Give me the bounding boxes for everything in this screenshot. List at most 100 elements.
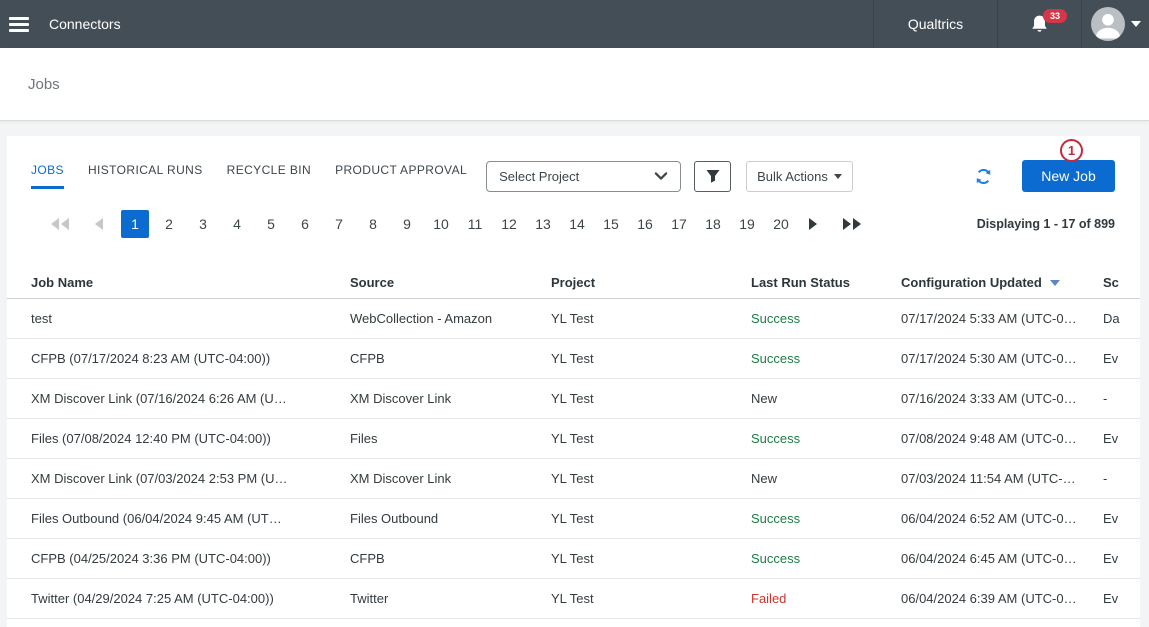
job-name: test [31,311,312,326]
page-number-3[interactable]: 3 [189,210,217,238]
table-body: test WebCollection - Amazon YL Test Succ… [7,299,1140,619]
caret-down-icon [834,174,842,179]
first-page-button[interactable] [43,218,77,230]
page-number-11[interactable]: 11 [461,210,489,238]
col-schedule[interactable]: Sc [1103,275,1140,290]
account-menu[interactable] [1081,0,1149,48]
col-job-name[interactable]: Job Name [31,275,312,290]
job-name: Files Outbound (06/04/2024 9:45 AM (UT… [31,511,312,526]
job-schedule: Ev [1103,351,1140,366]
pagination-summary: Displaying 1 - 17 of 899 [977,217,1115,231]
annotation-step-1: 1 [1060,139,1083,162]
job-project: YL Test [551,591,751,606]
table-row[interactable]: CFPB (04/25/2024 3:36 PM (UTC-04:00)) CF… [7,539,1140,579]
job-updated: 07/17/2024 5:33 AM (UTC-0… [901,311,1103,326]
chevron-down-icon [654,170,668,182]
page-number-15[interactable]: 15 [597,210,625,238]
table-row[interactable]: Files (07/08/2024 12:40 PM (UTC-04:00)) … [7,419,1140,459]
page-number-20[interactable]: 20 [767,210,795,238]
page-number-7[interactable]: 7 [325,210,353,238]
col-last-run-status[interactable]: Last Run Status [751,275,901,290]
job-status: Success [751,431,901,446]
job-schedule: Ev [1103,511,1140,526]
bulk-actions-button[interactable]: Bulk Actions [746,161,853,192]
page-number-8[interactable]: 8 [359,210,387,238]
refresh-icon [975,168,992,185]
tab-bar: JOBS HISTORICAL RUNS RECYCLE BIN PRODUCT… [31,163,467,189]
job-source: XM Discover Link [350,471,551,486]
table-row[interactable]: XM Discover Link (07/03/2024 2:53 PM (U…… [7,459,1140,499]
jobs-table: Job Name Source Project Last Run Status … [7,266,1140,619]
page-number-9[interactable]: 9 [393,210,421,238]
job-source: Files [350,431,551,446]
job-name: XM Discover Link (07/03/2024 2:53 PM (U… [31,471,312,486]
table-row[interactable]: Files Outbound (06/04/2024 9:45 AM (UT… … [7,499,1140,539]
page-list: 1234567891011121314151617181920 [121,210,801,238]
job-project: YL Test [551,511,751,526]
project-select[interactable]: Select Project [486,161,681,192]
job-schedule: Da [1103,311,1140,326]
table-row[interactable]: CFPB (07/17/2024 8:23 AM (UTC-04:00)) CF… [7,339,1140,379]
page-number-5[interactable]: 5 [257,210,285,238]
job-status: Success [751,351,901,366]
job-project: YL Test [551,431,751,446]
col-configuration-updated[interactable]: Configuration Updated [901,275,1103,290]
job-source: Twitter [350,591,551,606]
toolbar: JOBS HISTORICAL RUNS RECYCLE BIN PRODUCT… [7,136,1140,192]
job-updated: 07/17/2024 5:30 AM (UTC-0… [901,351,1103,366]
funnel-icon [705,168,721,184]
job-updated: 06/04/2024 6:39 AM (UTC-0… [901,591,1103,606]
job-schedule: Ev [1103,431,1140,446]
tab-product-approval[interactable]: PRODUCT APPROVAL [335,163,467,189]
page-number-18[interactable]: 18 [699,210,727,238]
brand-menu[interactable]: Qualtrics [873,0,997,48]
person-icon [1091,7,1125,41]
col-project[interactable]: Project [551,275,751,290]
job-updated: 07/16/2024 3:33 AM (UTC-0… [901,391,1103,406]
previous-page-button[interactable] [87,218,111,230]
notifications-button[interactable]: 33 [997,0,1081,48]
tab-jobs[interactable]: JOBS [31,163,64,189]
project-select-value: Select Project [499,169,579,184]
new-job-button[interactable]: New Job 1 [1022,160,1115,192]
job-source: XM Discover Link [350,391,551,406]
table-row[interactable]: Twitter (04/29/2024 7:25 AM (UTC-04:00))… [7,579,1140,619]
job-status: Success [751,551,901,566]
page-number-14[interactable]: 14 [563,210,591,238]
job-status: Success [751,311,901,326]
hamburger-menu-icon[interactable] [9,17,29,20]
page-number-12[interactable]: 12 [495,210,523,238]
new-job-label: New Job [1041,168,1095,184]
chevron-down-icon [1131,21,1141,27]
jobs-panel: JOBS HISTORICAL RUNS RECYCLE BIN PRODUCT… [7,136,1140,627]
page-number-19[interactable]: 19 [733,210,761,238]
last-page-button[interactable] [835,218,869,230]
tab-historical-runs[interactable]: HISTORICAL RUNS [88,163,203,189]
job-project: YL Test [551,471,751,486]
col-source[interactable]: Source [350,275,551,290]
page-number-16[interactable]: 16 [631,210,659,238]
job-schedule: Ev [1103,551,1140,566]
job-status: Failed [751,591,901,606]
job-name: XM Discover Link (07/16/2024 6:26 AM (U… [31,391,312,406]
page-number-1[interactable]: 1 [121,210,149,238]
page-number-6[interactable]: 6 [291,210,319,238]
job-project: YL Test [551,391,751,406]
refresh-button[interactable] [975,168,992,185]
next-page-button[interactable] [801,218,825,230]
filter-button[interactable] [694,161,731,192]
top-navbar: Connectors Qualtrics 33 [0,0,1149,48]
page-number-17[interactable]: 17 [665,210,693,238]
page-number-4[interactable]: 4 [223,210,251,238]
table-row[interactable]: test WebCollection - Amazon YL Test Succ… [7,299,1140,339]
brand-label: Qualtrics [908,16,963,32]
job-schedule: Ev [1103,591,1140,606]
tab-recycle-bin[interactable]: RECYCLE BIN [227,163,311,189]
page-number-2[interactable]: 2 [155,210,183,238]
page-number-10[interactable]: 10 [427,210,455,238]
table-row[interactable]: XM Discover Link (07/16/2024 6:26 AM (U…… [7,379,1140,419]
page-number-13[interactable]: 13 [529,210,557,238]
job-source: CFPB [350,351,551,366]
job-status: New [751,471,901,486]
app-title: Connectors [49,16,121,32]
